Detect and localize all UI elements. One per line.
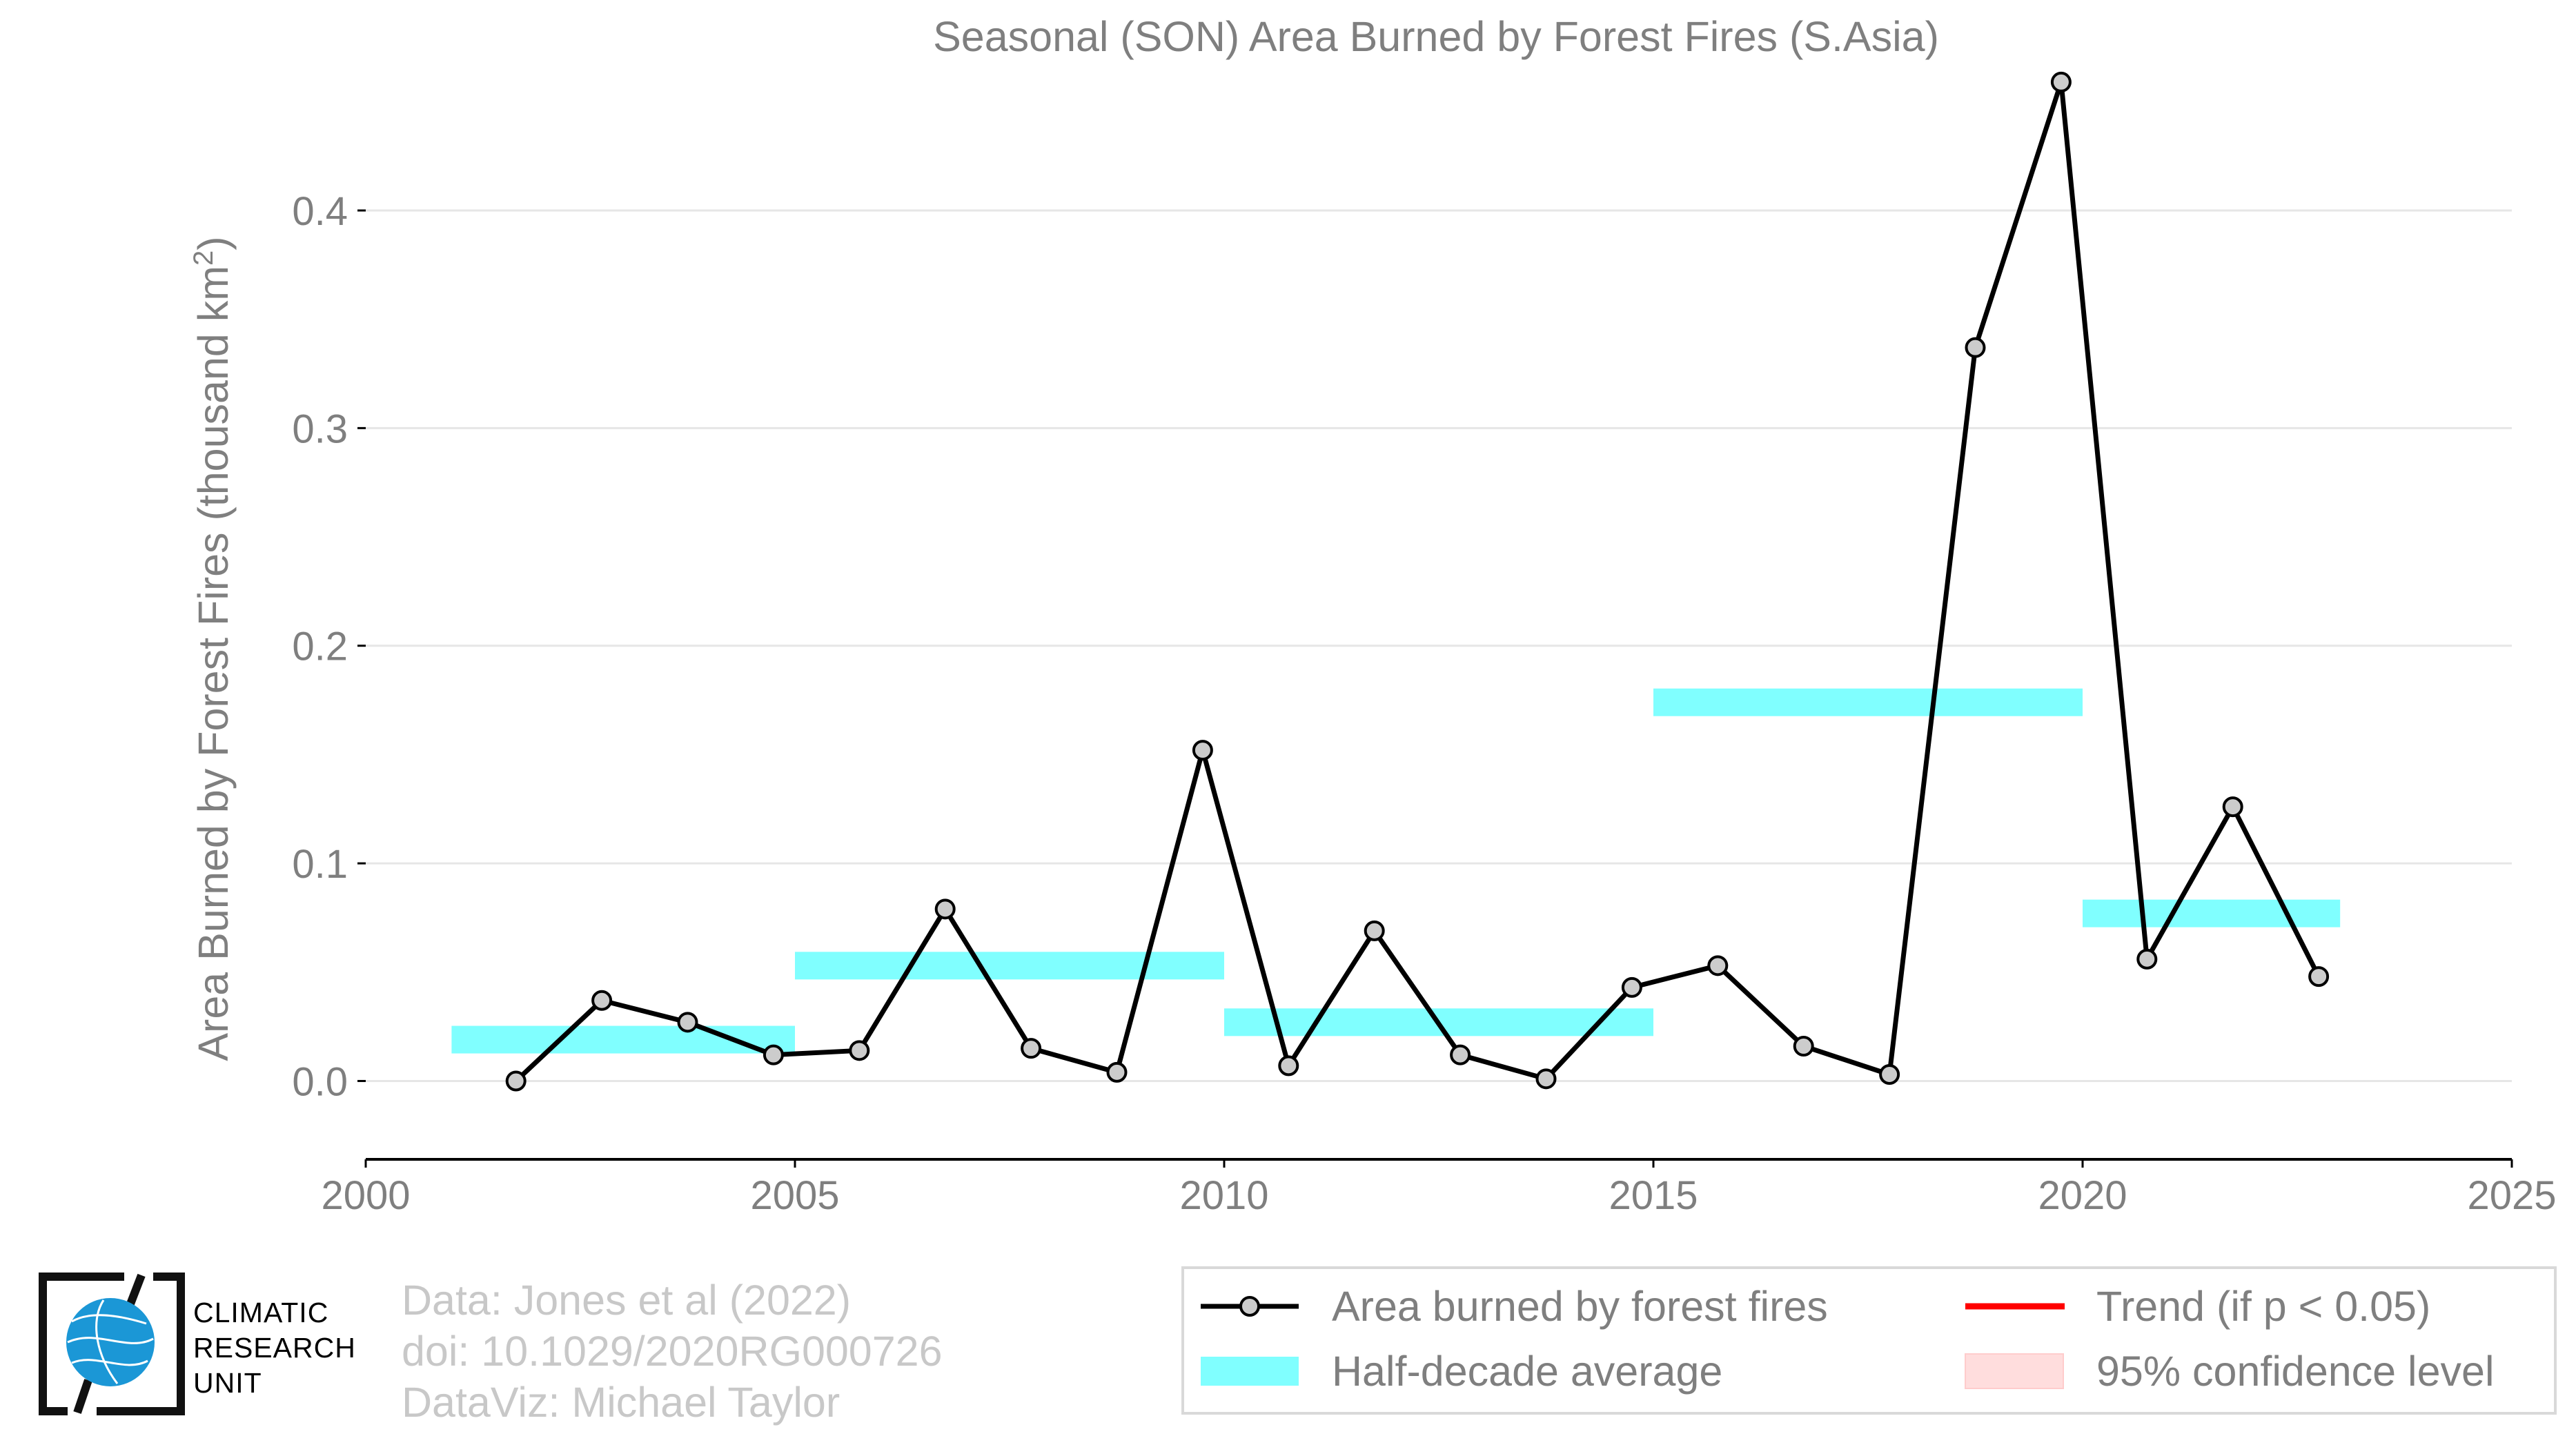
x-tick-label-1: 2005 [750, 1173, 839, 1218]
y-tick-label-0: 0.0 [292, 1059, 348, 1104]
y-tick-label-2: 0.2 [292, 625, 348, 669]
globe-contour-2 [67, 1337, 154, 1344]
data-point-17 [1965, 337, 1986, 358]
data-point-10 [1364, 920, 1385, 941]
logo-slash-bottom [73, 1379, 92, 1414]
source-line-3: DataViz: Michael Taylor [402, 1379, 840, 1426]
cru-logo-line-3: UNIT [193, 1367, 262, 1399]
data-point-14 [1707, 955, 1729, 976]
data-point-6 [1021, 1038, 1042, 1059]
legend: Area burned by forest fires Trend (if p … [1181, 1266, 2557, 1415]
logo-bracket-left [39, 1273, 124, 1415]
y-tick-label-4: 0.4 [292, 189, 348, 234]
cru-logo-line-2: RESEARCH [193, 1332, 356, 1364]
x-tick-label-3: 2015 [1609, 1173, 1698, 1218]
globe-contour-1 [71, 1314, 147, 1325]
y-tick-label-3: 0.3 [292, 406, 348, 451]
data-point-21 [2308, 966, 2330, 988]
cru-logo [39, 1273, 185, 1415]
series-line-area-burned [514, 79, 2321, 1083]
half-decade-bands [451, 688, 2341, 1054]
data-point-8 [1192, 740, 1213, 761]
data-point-0 [505, 1070, 527, 1092]
legend-frame [1181, 1266, 2557, 1415]
data-point-13 [1621, 976, 1642, 998]
data-points [505, 71, 2330, 1092]
data-point-20 [2222, 796, 2243, 818]
chart-title: Seasonal (SON) Area Burned by Forest Fir… [933, 13, 1939, 60]
half-decade-bar-3 [1653, 688, 2083, 716]
y-axis-label: Area Burned by Forest Fires (thousand km… [188, 236, 237, 1061]
legend-label-half-decade: Half-decade average [1332, 1348, 1722, 1395]
data-point-3 [763, 1044, 784, 1065]
half-decade-bar-4 [2083, 899, 2341, 927]
y-axis-label-superscript: 2 [188, 250, 219, 266]
x-tick-label-4: 2020 [2038, 1173, 2127, 1218]
y-tick-label-1: 0.1 [292, 842, 348, 887]
source-line-1: Data: Jones et al (2022) [402, 1277, 852, 1324]
data-point-15 [1793, 1036, 1814, 1057]
data-point-18 [2050, 71, 2072, 92]
y-axis-ticks: 0.0 0.1 0.2 0.3 0.4 [292, 189, 366, 1104]
legend-label-trend: Trend (if p < 0.05) [2096, 1283, 2430, 1330]
data-point-7 [1106, 1061, 1128, 1083]
data-point-12 [1535, 1068, 1557, 1090]
legend-half-decade-swatch [1201, 1357, 1299, 1386]
y-axis-label-end: ) [190, 236, 237, 250]
half-decade-bar-1 [795, 952, 1224, 980]
data-point-4 [849, 1040, 870, 1061]
grid-lines [366, 209, 2512, 1082]
y-axis-label-main: Area Burned by Forest Fires (thousand km [190, 266, 237, 1061]
x-axis: 2000 2005 2010 2015 2020 2025 [321, 1158, 2557, 1218]
cru-logo-text: CLIMATIC RESEARCH UNIT [193, 1295, 356, 1401]
x-tick-label-5: 2025 [2467, 1173, 2556, 1218]
data-source-credits: Data: Jones et al (2022) doi: 10.1029/20… [402, 1275, 943, 1428]
data-point-9 [1278, 1055, 1299, 1077]
logo-slash-top [126, 1273, 146, 1308]
half-decade-bar-0 [451, 1025, 795, 1054]
legend-series-marker-swatch [1239, 1296, 1260, 1317]
globe-contour-4 [95, 1299, 119, 1384]
data-point-5 [934, 898, 956, 920]
logo-bracket-right [97, 1273, 185, 1415]
x-tick-label-0: 2000 [321, 1173, 410, 1218]
legend-label-area-burned: Area burned by forest fires [1332, 1283, 1828, 1330]
x-tick-label-2: 2010 [1179, 1173, 1268, 1218]
legend-confidence-swatch [1965, 1353, 2064, 1389]
globe-contour-3 [71, 1359, 148, 1366]
data-point-16 [1879, 1064, 1900, 1085]
data-point-11 [1450, 1044, 1471, 1065]
legend-label-confidence: 95% confidence level [2096, 1348, 2495, 1395]
series-line-layer [514, 79, 2321, 1083]
cru-logo-line-1: CLIMATIC [193, 1297, 329, 1328]
data-point-2 [677, 1012, 698, 1033]
data-point-1 [591, 990, 613, 1011]
data-point-19 [2136, 948, 2158, 970]
source-line-2: doi: 10.1029/2020RG000726 [402, 1328, 943, 1375]
